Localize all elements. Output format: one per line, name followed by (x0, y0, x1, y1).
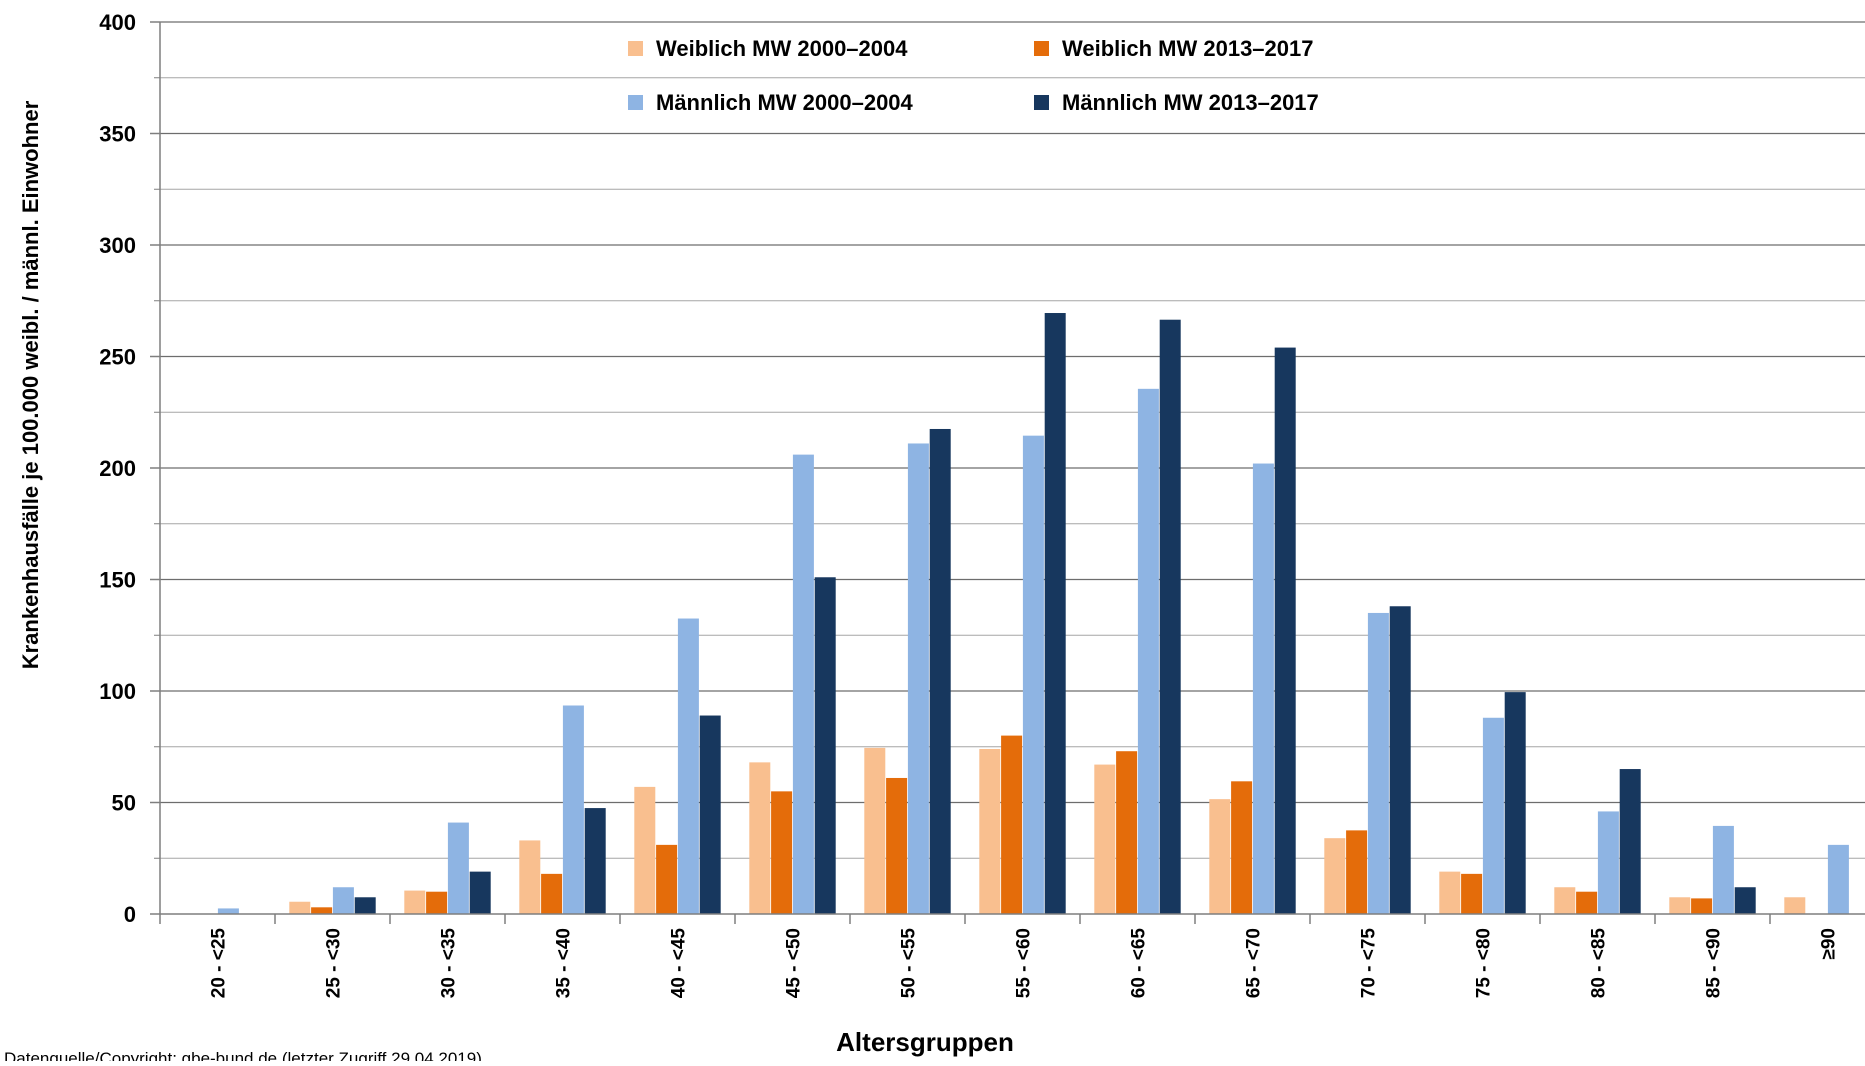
bar-3-5 (677, 618, 699, 914)
bar-2-14 (1691, 898, 1713, 914)
bar-4-12 (1504, 692, 1526, 914)
bar-3-15 (1827, 844, 1849, 914)
bar-4-4 (584, 808, 606, 914)
x-tick-label: 50 - <55 (899, 928, 920, 999)
bar-1-6 (749, 762, 771, 914)
bar-4-2 (354, 897, 376, 914)
legend-label: Männlich MW 2013–2017 (1062, 90, 1319, 115)
x-tick-label: 20 - <25 (209, 928, 230, 999)
bar-1-14 (1669, 897, 1691, 914)
x-tick-label: 45 - <50 (784, 928, 805, 998)
bar-4-3 (469, 871, 491, 914)
bar-3-9 (1137, 388, 1159, 915)
bar-4-11 (1389, 606, 1411, 914)
bar-2-7 (886, 777, 908, 914)
legend-swatch (1034, 95, 1049, 110)
bar-1-10 (1209, 799, 1231, 914)
bar-1-13 (1554, 887, 1576, 914)
bar-4-6 (814, 577, 836, 914)
bar-1-9 (1094, 764, 1116, 914)
y-tick-label: 200 (99, 456, 136, 481)
y-tick-label: 350 (99, 122, 136, 147)
legend-swatch (628, 41, 643, 56)
bar-2-5 (656, 844, 678, 914)
bar-3-14 (1712, 825, 1734, 914)
bar-3-4 (562, 705, 584, 914)
bar-1-8 (979, 748, 1001, 914)
bar-2-10 (1231, 781, 1253, 914)
bar-4-5 (699, 715, 721, 914)
x-tick-label: 55 - <60 (1014, 928, 1035, 998)
bar-1-2 (289, 901, 311, 914)
x-tick-label: 40 - <45 (669, 928, 690, 999)
bar-3-10 (1252, 463, 1274, 914)
bar-4-14 (1734, 887, 1756, 914)
bar-3-2 (332, 887, 354, 914)
x-tick-label: ≥90 (1819, 928, 1840, 960)
y-tick-label: 100 (99, 679, 136, 704)
x-tick-label: 65 - <70 (1244, 928, 1265, 998)
legend-label: Weiblich MW 2000–2004 (656, 36, 908, 61)
bar-1-3 (404, 890, 426, 914)
legend: Weiblich MW 2000–2004 Weiblich MW 2013–20… (628, 36, 1319, 115)
x-tick-label: 60 - <65 (1129, 928, 1150, 999)
bar-2-2 (311, 907, 333, 914)
x-tick-label: 75 - <80 (1474, 928, 1495, 998)
bar-2-9 (1116, 751, 1138, 914)
bar-3-6 (792, 454, 814, 914)
bar-2-3 (426, 891, 448, 914)
y-tick-label: 150 (99, 568, 136, 593)
x-tick-label: 70 - <75 (1359, 928, 1380, 999)
bar-1-15 (1784, 897, 1806, 914)
bar-3-3 (447, 822, 469, 914)
bar-3-11 (1367, 612, 1389, 914)
bar-4-13 (1619, 769, 1641, 914)
legend-label: Männlich MW 2000–2004 (656, 90, 914, 115)
bar-2-8 (1001, 735, 1023, 914)
bar-1-11 (1324, 838, 1346, 914)
bar-2-13 (1576, 891, 1598, 914)
legend-label: Weiblich MW 2013–2017 (1062, 36, 1314, 61)
bars (217, 313, 1849, 915)
x-tick-label: 80 - <85 (1589, 928, 1610, 999)
legend-swatch (628, 95, 643, 110)
x-tick-label: 85 - <90 (1704, 928, 1725, 998)
bar-3-7 (907, 443, 929, 914)
bar-3-1 (217, 908, 239, 914)
x-tick-label: 25 - <30 (324, 928, 345, 998)
bar-1-12 (1439, 871, 1461, 914)
bar-3-12 (1482, 717, 1504, 914)
x-tick-label: 30 - <35 (439, 928, 460, 999)
bar-4-10 (1274, 347, 1296, 915)
y-axis-title: Krankenhausfälle je 100.000 weibl. / män… (18, 100, 43, 669)
bar-3-8 (1022, 435, 1044, 914)
bar-2-4 (541, 873, 563, 914)
bar-2-6 (771, 791, 793, 914)
y-tick-label: 0 (124, 902, 136, 927)
bar-1-5 (634, 786, 656, 914)
bar-3-13 (1597, 811, 1619, 914)
bar-4-8 (1044, 313, 1066, 914)
y-tick-label: 400 (99, 10, 136, 35)
bar-2-11 (1346, 830, 1368, 914)
x-tick-label: 35 - <40 (554, 928, 575, 998)
y-tick-label: 250 (99, 345, 136, 370)
axes: 0 50 100 150 200 250 300 350 400 20 - <25 25 - <30… (99, 10, 1865, 998)
bar-4-7 (929, 428, 951, 914)
source-note: Datenquelle/Copyright: gbe-bund.de (letz… (4, 1049, 482, 1061)
bar-4-9 (1159, 319, 1181, 915)
bar-1-4 (519, 840, 541, 914)
bar-2-12 (1461, 873, 1483, 914)
x-axis-title: Altersgruppen (836, 1027, 1014, 1057)
gridlines (160, 21, 1865, 859)
legend-swatch (1034, 41, 1049, 56)
y-tick-label: 50 (112, 791, 136, 816)
bar-1-7 (864, 747, 886, 914)
y-tick-label: 300 (99, 233, 136, 258)
